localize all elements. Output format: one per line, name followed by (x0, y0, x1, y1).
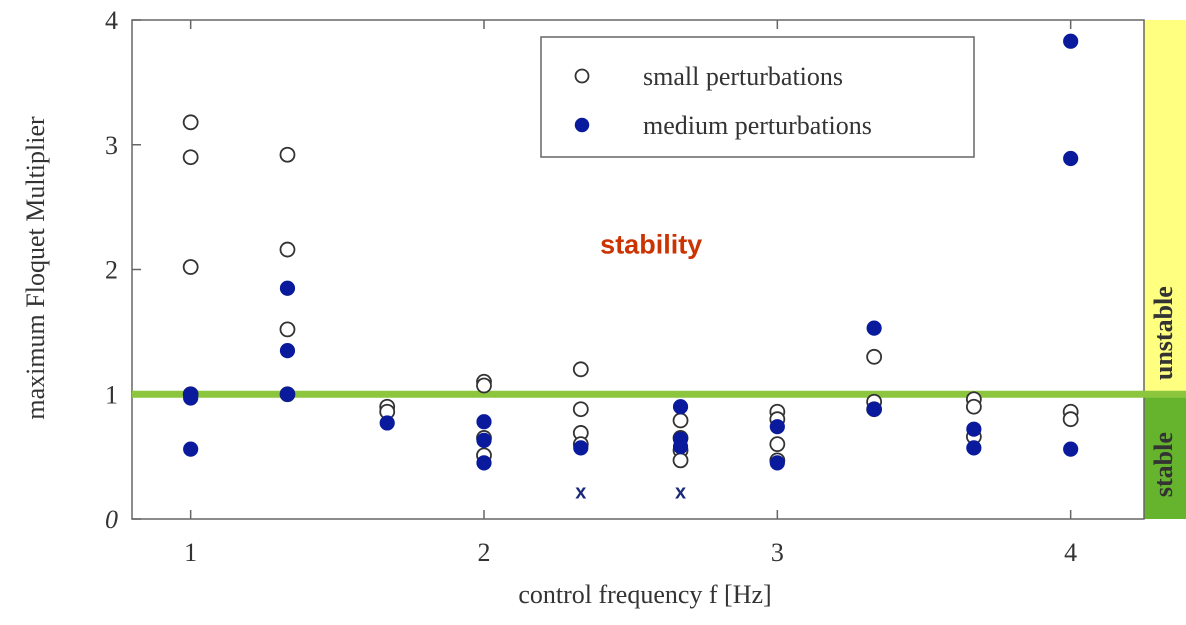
small-perturbation-point (182, 114, 199, 131)
y-axis-title: maximum Floquet Multiplier (21, 116, 50, 420)
small-perturbation-point (182, 149, 199, 166)
y-tick-label: 2 (105, 256, 118, 285)
medium-perturbation-point (183, 441, 199, 457)
y-tick-label: 1 (105, 380, 118, 409)
cross-marker: x (575, 482, 586, 504)
small-perturbation-point (572, 401, 589, 418)
y-ticks: 0 1 2 3 4 (105, 6, 141, 534)
medium-perturbation-point (966, 440, 982, 456)
medium-perturbation-point (966, 421, 982, 437)
x-tick-label: 1 (184, 538, 197, 567)
x-ticks: 1 2 3 4 (184, 20, 1077, 567)
small-perturbation-point (279, 321, 296, 338)
small-perturbation-point (672, 412, 689, 429)
legend-box (540, 36, 975, 158)
series-small-perturbations (182, 114, 1079, 469)
medium-perturbation-point (279, 386, 296, 402)
medium-perturbation-point (1063, 441, 1079, 457)
medium-perturbation-point (1063, 150, 1079, 167)
medium-perturbation-point (279, 280, 296, 296)
small-perturbation-point (182, 259, 199, 275)
series-medium-perturbations (183, 33, 1079, 471)
small-perturbation-point (866, 348, 883, 365)
medium-perturbation-point (379, 415, 395, 431)
medium-perturbation-point (183, 390, 199, 406)
x-tick-label: 2 (478, 538, 491, 567)
legend-marker-medium (574, 117, 590, 133)
small-perturbation-point (1062, 411, 1079, 428)
x-tick-label: 4 (1064, 538, 1077, 567)
y-tick-label: 0 (105, 505, 118, 534)
medium-perturbation-point (1063, 33, 1079, 49)
small-perturbation-point (965, 398, 982, 415)
small-perturbation-point (572, 361, 589, 378)
medium-perturbation-point (476, 432, 492, 449)
small-perturbation-point (672, 452, 689, 469)
medium-perturbation-point (769, 455, 785, 471)
stability-annotation: stability (600, 229, 702, 259)
y-tick-label: 4 (105, 6, 118, 35)
zone-stable-label: stable (1149, 432, 1178, 497)
legend-label-medium: medium perturbations (643, 111, 872, 140)
zone-unstable (1144, 20, 1186, 395)
y-tick-label: 3 (105, 131, 118, 160)
small-perturbation-point (279, 241, 296, 258)
zone-stable (1144, 394, 1186, 519)
medium-perturbation-point (866, 320, 882, 336)
legend-marker-small (574, 68, 590, 84)
zone-unstable-label: unstable (1149, 286, 1178, 380)
legend: small perturbations medium perturbations (540, 36, 975, 158)
medium-perturbation-point (672, 399, 689, 415)
medium-perturbation-point (279, 342, 296, 359)
medium-perturbation-point (476, 455, 492, 471)
small-perturbation-point (769, 436, 786, 453)
legend-label-small: small perturbations (643, 62, 843, 91)
medium-perturbation-point (476, 414, 492, 430)
small-perturbation-point (476, 377, 492, 394)
medium-perturbation-point (672, 439, 689, 455)
medium-perturbation-point (573, 440, 589, 456)
medium-perturbation-point (769, 419, 785, 435)
x-axis-title: control frequency f [Hz] (518, 580, 771, 609)
small-perturbation-point (279, 146, 296, 163)
medium-perturbation-point (866, 401, 882, 417)
cross-marker: x (675, 482, 686, 504)
x-tick-label: 3 (771, 538, 784, 567)
